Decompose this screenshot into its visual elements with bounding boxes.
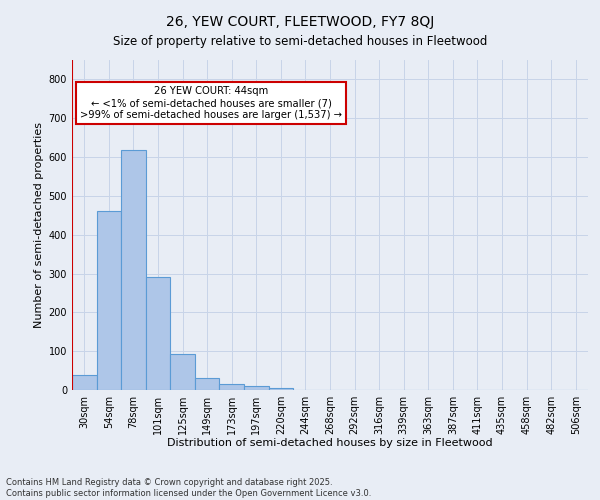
Bar (244, 386, 269, 390)
Bar (220, 384, 244, 390)
Bar (97, 212, 121, 390)
Bar (72, 375, 97, 390)
Text: Contains HM Land Registry data © Crown copyright and database right 2025.
Contai: Contains HM Land Registry data © Crown c… (6, 478, 371, 498)
Y-axis label: Number of semi-detached properties: Number of semi-detached properties (34, 122, 44, 328)
Bar (269, 388, 293, 390)
Bar (195, 378, 220, 390)
X-axis label: Distribution of semi-detached houses by size in Fleetwood: Distribution of semi-detached houses by … (167, 438, 493, 448)
Bar (146, 278, 170, 390)
Text: Size of property relative to semi-detached houses in Fleetwood: Size of property relative to semi-detach… (113, 35, 487, 48)
Bar (121, 150, 146, 390)
Text: 26, YEW COURT, FLEETWOOD, FY7 8QJ: 26, YEW COURT, FLEETWOOD, FY7 8QJ (166, 15, 434, 29)
Bar (170, 354, 195, 390)
Text: 26 YEW COURT: 44sqm
← <1% of semi-detached houses are smaller (7)
>99% of semi-d: 26 YEW COURT: 44sqm ← <1% of semi-detach… (80, 86, 343, 120)
